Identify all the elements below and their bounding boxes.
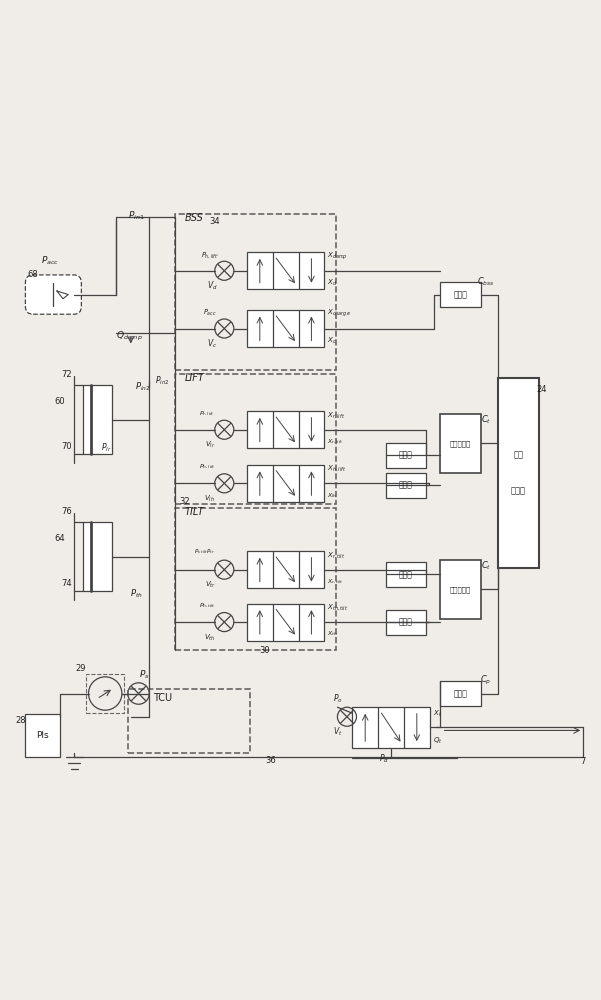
- Text: $P_{th}$: $P_{th}$: [130, 588, 143, 600]
- Bar: [83, 522, 112, 591]
- Bar: [386, 562, 426, 587]
- Bar: [86, 674, 124, 713]
- Bar: [25, 714, 60, 757]
- Text: 监督: 监督: [513, 451, 523, 460]
- Text: 68: 68: [27, 270, 38, 279]
- Text: 74: 74: [62, 579, 72, 588]
- Text: 控制器: 控制器: [511, 487, 526, 496]
- Text: 监督控制器: 监督控制器: [450, 586, 471, 593]
- Text: $V_{lr}$: $V_{lr}$: [205, 440, 215, 450]
- Text: 控制器: 控制器: [399, 451, 413, 460]
- Bar: [352, 707, 430, 748]
- Text: 28: 28: [16, 716, 26, 725]
- Text: 控制器: 控制器: [399, 570, 413, 579]
- Text: $X_t$: $X_t$: [433, 709, 442, 719]
- Text: $C_p$: $C_p$: [480, 674, 492, 687]
- Text: BSS: BSS: [185, 213, 203, 223]
- Text: $X_{charge}$: $X_{charge}$: [328, 308, 351, 319]
- Text: 监督控制器: 监督控制器: [450, 440, 471, 447]
- Text: 29: 29: [75, 664, 85, 673]
- Bar: [247, 465, 325, 502]
- Text: 36: 36: [266, 756, 276, 765]
- Bar: [498, 378, 538, 568]
- Bar: [386, 443, 426, 468]
- Text: $C_t$: $C_t$: [481, 559, 491, 572]
- Text: $P_{acc}$: $P_{acc}$: [41, 255, 59, 267]
- Text: 控制器: 控制器: [399, 618, 413, 627]
- Bar: [247, 604, 325, 641]
- Text: $X_{th}$: $X_{th}$: [328, 630, 338, 638]
- Text: $P_{r,tilt}P_{tr}$: $P_{r,tilt}P_{tr}$: [194, 548, 215, 556]
- Text: 控制器: 控制器: [454, 689, 468, 698]
- Text: TCU: TCU: [153, 693, 172, 703]
- Bar: [386, 473, 426, 498]
- Text: $X_{th,tilt}$: $X_{th,tilt}$: [328, 602, 349, 612]
- Text: $P_o$: $P_o$: [333, 693, 343, 705]
- Text: $P_{in2}$: $P_{in2}$: [155, 375, 169, 387]
- Text: $X_{damp}$: $X_{damp}$: [328, 250, 348, 262]
- Text: TILT: TILT: [185, 507, 204, 517]
- Bar: [175, 374, 336, 504]
- Text: $X_{r,lift}$: $X_{r,lift}$: [328, 438, 344, 446]
- Text: $C_t$: $C_t$: [481, 413, 491, 426]
- Bar: [175, 214, 336, 370]
- Text: 控制器: 控制器: [399, 481, 413, 490]
- Text: $V_{tr}$: $V_{tr}$: [204, 580, 216, 590]
- Text: $P_{lr}$: $P_{lr}$: [100, 442, 111, 454]
- Text: $X_{r,lift}$: $X_{r,lift}$: [328, 410, 346, 420]
- Text: $Q_t$: $Q_t$: [433, 735, 442, 746]
- Text: $P_{in1}$: $P_{in1}$: [129, 210, 145, 222]
- Text: $P_d$: $P_d$: [379, 752, 389, 765]
- Bar: [247, 411, 325, 448]
- Bar: [441, 414, 481, 473]
- Bar: [441, 681, 481, 706]
- Text: $V_t$: $V_t$: [334, 726, 343, 738]
- Text: $V_{lh}$: $V_{lh}$: [204, 494, 215, 504]
- Text: $V_d$: $V_d$: [207, 280, 218, 292]
- Text: $P_{acc}$: $P_{acc}$: [203, 307, 217, 318]
- Text: $Q_{damp}$: $Q_{damp}$: [116, 330, 143, 343]
- Text: $P_{h,lift'}$: $P_{h,lift'}$: [201, 250, 219, 260]
- Bar: [247, 551, 325, 588]
- Text: $C_{bss}$: $C_{bss}$: [477, 275, 495, 288]
- Text: $P_{h,lift}$: $P_{h,lift}$: [199, 463, 215, 471]
- Text: 32: 32: [179, 497, 190, 506]
- Bar: [386, 610, 426, 635]
- Text: $X_c$: $X_c$: [328, 335, 337, 346]
- Text: $P_{r,lift}$: $P_{r,lift}$: [199, 410, 215, 418]
- Bar: [247, 310, 325, 347]
- Text: 70: 70: [62, 442, 72, 451]
- Text: $V_c$: $V_c$: [207, 338, 218, 350]
- Text: Pls: Pls: [36, 731, 49, 740]
- Text: 控制器: 控制器: [454, 290, 468, 299]
- Text: $P_s$: $P_s$: [139, 668, 150, 681]
- Bar: [175, 508, 336, 650]
- Text: 30: 30: [260, 646, 270, 655]
- Text: $X_d$: $X_d$: [328, 278, 338, 288]
- Bar: [128, 689, 250, 753]
- Bar: [83, 385, 112, 454]
- Text: 72: 72: [61, 370, 72, 379]
- Text: 60: 60: [54, 397, 65, 406]
- Text: $V_{th}$: $V_{th}$: [204, 632, 215, 643]
- Text: $X_{lh}$: $X_{lh}$: [328, 491, 338, 500]
- FancyBboxPatch shape: [25, 275, 81, 314]
- Text: 64: 64: [54, 534, 65, 543]
- Text: $P_{in2}$: $P_{in2}$: [135, 381, 150, 393]
- Text: LIFT: LIFT: [185, 373, 204, 383]
- Text: $P_{h,tilt}$: $P_{h,tilt}$: [198, 602, 215, 610]
- Text: 24: 24: [537, 385, 547, 394]
- Text: $X_{h,lift}$: $X_{h,lift}$: [328, 463, 347, 473]
- Text: 76: 76: [61, 507, 72, 516]
- Bar: [441, 282, 481, 307]
- Text: 34: 34: [209, 217, 219, 226]
- Text: $X_{r,tilt}$: $X_{r,tilt}$: [328, 550, 346, 560]
- Bar: [247, 252, 325, 289]
- Text: $X_{r,tilt}$: $X_{r,tilt}$: [328, 577, 344, 586]
- Text: 7: 7: [581, 757, 586, 766]
- Bar: [441, 560, 481, 619]
